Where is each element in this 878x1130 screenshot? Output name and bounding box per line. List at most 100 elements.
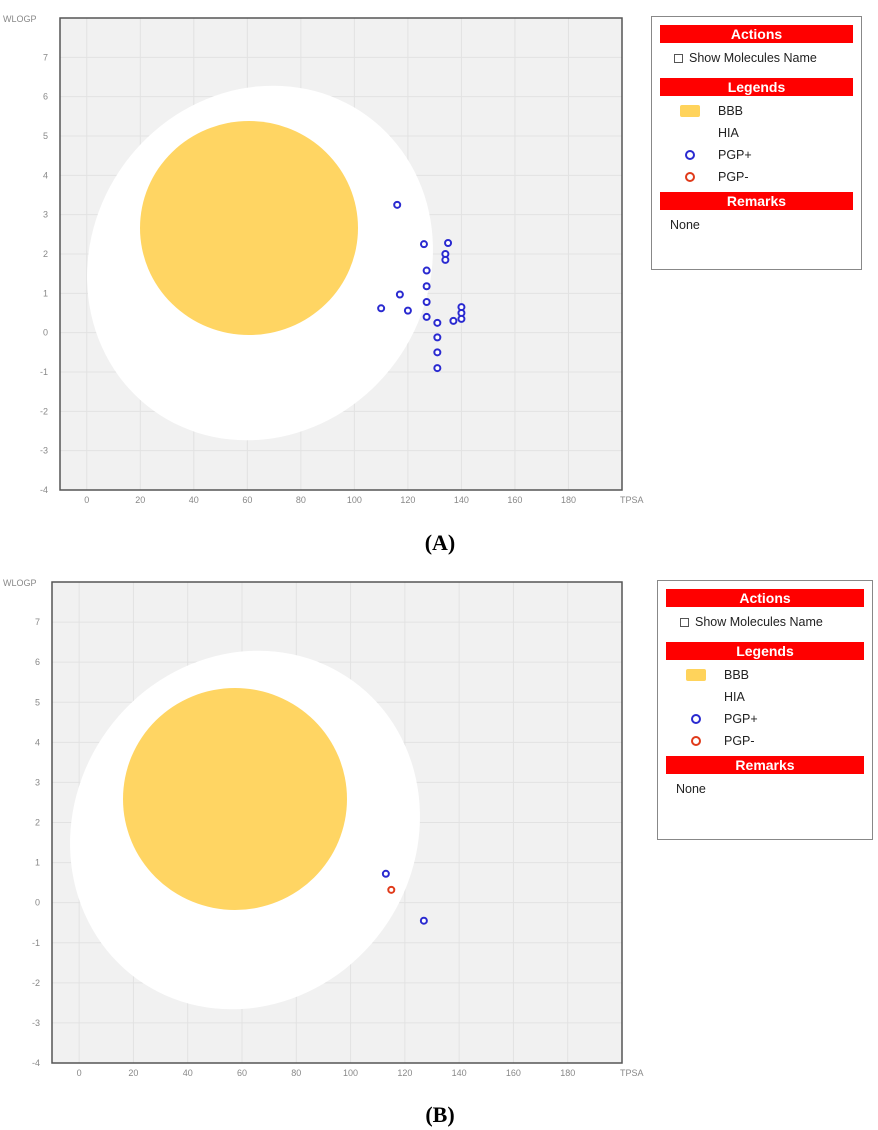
show-names-label: Show Molecules Name [689,51,817,65]
bbb-region [123,688,347,910]
y-tick-label: -2 [32,978,40,988]
legend-item: PGP- [658,730,872,752]
x-tick-label: 160 [506,1068,521,1078]
y-tick-label: 5 [43,131,48,141]
y-tick-label: 6 [35,657,40,667]
x-tick-label: 60 [242,495,252,505]
y-tick-label: -1 [40,367,48,377]
legend-item: PGP+ [652,144,861,166]
legend-swatch [680,669,712,681]
data-point [377,304,386,313]
data-point [403,306,412,315]
x-tick-label: 0 [77,1068,82,1078]
data-point [387,885,396,894]
legend-label: HIA [724,690,745,704]
data-point [433,333,442,342]
y-tick-label: 1 [43,288,48,298]
actions-header: Actions [660,25,853,43]
legends-header: Legends [660,78,853,96]
x-tick-label: 140 [454,495,469,505]
show-names-checkbox[interactable] [674,53,683,63]
legend-label: PGP- [724,734,755,748]
legend-label: BBB [724,668,750,682]
legend-swatch [674,172,706,182]
bbb-region [140,121,358,335]
data-point [395,290,404,299]
series-pgp-plus [377,200,466,373]
show-names-option[interactable]: Show Molecules Name [652,43,861,67]
legend-label: PGP- [718,170,749,184]
y-tick-label: -4 [32,1058,40,1068]
remarks-header: Remarks [666,756,864,774]
show-names-option[interactable]: Show Molecules Name [658,607,872,631]
data-point [419,240,428,249]
data-point [422,266,431,275]
legend-label: PGP+ [724,712,758,726]
legend-item: PGP+ [658,708,872,730]
legend-item: PGP- [652,166,861,188]
data-point [433,364,442,373]
y-tick-label: 6 [43,92,48,102]
y-tick-label: 0 [35,898,40,908]
data-point [441,255,450,264]
show-names-checkbox[interactable] [680,617,689,627]
y-tick-label: 7 [43,52,48,62]
data-point [444,238,453,247]
y-tick-label: 3 [43,210,48,220]
data-point [393,200,402,209]
side-panel-b: Actions Show Molecules Name Legends BBB H… [657,580,873,840]
x-tick-label: 100 [347,495,362,505]
y-tick-label: -1 [32,938,40,948]
legend-swatch [674,127,706,139]
legend-swatch [680,736,712,746]
side-panel-a: Actions Show Molecules Name Legends BBB H… [651,16,862,270]
boiled-egg-plot-b: 0 20 40 60 80 100 120 140 160 180 -4 -3 -2 -1 0 1 2 3 4 5 6 7… [3,578,644,1078]
remarks-text: None [676,782,706,796]
legend-swatch [674,150,706,160]
legend-item: BBB [658,664,872,686]
actions-header: Actions [666,589,864,607]
y-axis-label: WLOGP [3,578,37,588]
x-axis-label: TPSA [620,495,644,505]
caption-a: (A) [424,530,456,555]
x-tick-label: 20 [128,1068,138,1078]
y-tick-label: 5 [35,697,40,707]
x-tick-label: 120 [397,1068,412,1078]
data-point [422,282,431,291]
data-point [422,297,431,306]
x-tick-label: 180 [560,1068,575,1078]
x-tick-label: 20 [135,495,145,505]
data-point [449,316,458,325]
x-tick-label: 40 [183,1068,193,1078]
x-tick-label: 40 [189,495,199,505]
x-tick-label: 120 [400,495,415,505]
y-tick-label: 2 [35,818,40,828]
remarks-header: Remarks [660,192,853,210]
x-tick-label: 60 [237,1068,247,1078]
x-tick-label: 0 [84,495,89,505]
data-point [433,318,442,327]
legend-swatch [680,691,712,703]
legend-item: HIA [658,686,872,708]
legend-label: BBB [718,104,744,118]
x-tick-label: 80 [296,495,306,505]
y-tick-label: 7 [35,617,40,627]
legend-label: HIA [718,126,739,140]
data-point [433,348,442,357]
plot-frame [59,17,623,491]
series-pgp-minus [387,885,396,894]
y-tick-label: -3 [40,446,48,456]
series-pgp-plus [381,869,428,925]
legend-swatch [674,105,706,117]
x-tick-label: 180 [561,495,576,505]
y-axis-label: WLOGP [3,14,37,24]
legend-label: PGP+ [718,148,752,162]
x-axis-label: TPSA [620,1068,644,1078]
y-tick-label: 4 [43,170,48,180]
x-tick-label: 160 [507,495,522,505]
data-point [457,314,466,323]
legends-header: Legends [666,642,864,660]
y-tick-label: -3 [32,1018,40,1028]
chart-b: 0 20 40 60 80 100 120 140 160 180 -4 -3 -2 -1 0 1 2 3 4 5 6 7… [0,565,650,1085]
y-tick-label: 2 [43,249,48,259]
